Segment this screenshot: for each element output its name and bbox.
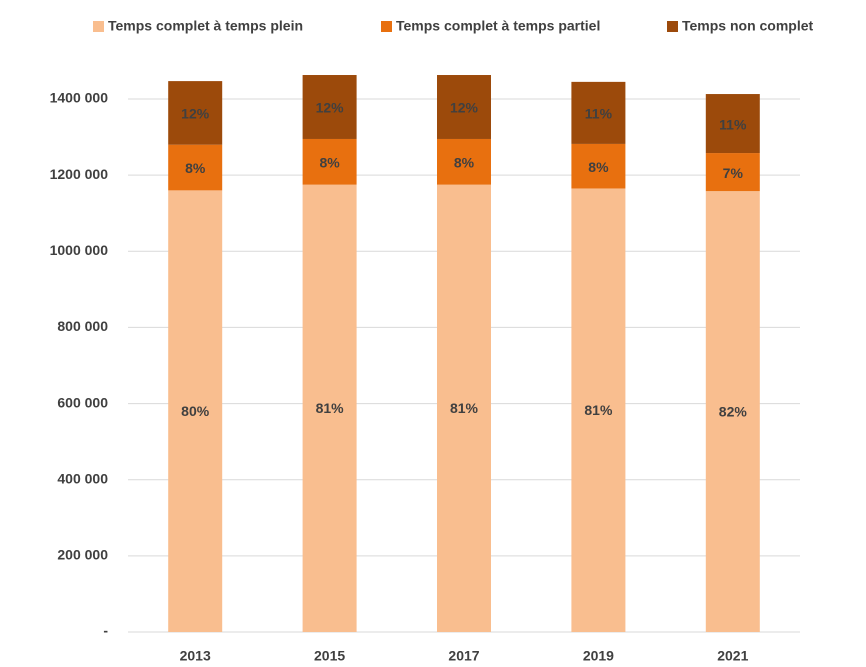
bar-segment	[571, 81, 626, 144]
y-tick-label: 400 000	[57, 470, 108, 486]
y-tick-label: 800 000	[57, 318, 108, 334]
data-label: 80%	[181, 403, 210, 419]
data-label: 81%	[584, 402, 613, 418]
bar-segment	[705, 153, 760, 192]
data-label: 82%	[719, 403, 748, 419]
data-label: 7%	[723, 165, 744, 181]
bar-segment	[705, 191, 760, 632]
data-label: 11%	[585, 106, 613, 122]
x-tick-label: 2017	[448, 648, 479, 664]
x-tick-label: 2021	[717, 648, 748, 664]
data-label: 81%	[450, 400, 479, 416]
data-label: 8%	[588, 159, 609, 175]
y-tick-label: 1000 000	[50, 242, 109, 258]
bar-segment	[571, 188, 626, 633]
data-label: 81%	[316, 400, 345, 416]
bar-segment	[302, 184, 357, 633]
bar-segment	[168, 81, 223, 145]
bar-segment	[571, 143, 626, 189]
legend-label: Temps complet à temps plein	[108, 18, 303, 34]
bar-segment	[302, 75, 357, 139]
bar-segment	[705, 94, 760, 154]
legend-label: Temps complet à temps partiel	[396, 18, 600, 34]
y-tick-label: -	[103, 623, 108, 639]
bar-segment	[168, 190, 223, 632]
data-label: 11%	[719, 116, 747, 132]
y-tick-label: 600 000	[57, 394, 108, 410]
bar-segment	[437, 184, 491, 633]
data-label: 8%	[454, 155, 475, 171]
x-tick-label: 2013	[180, 648, 211, 664]
y-tick-label: 1400 000	[50, 90, 109, 106]
data-label: 8%	[185, 160, 206, 176]
bar-segment	[437, 75, 491, 139]
bar-segment	[437, 138, 491, 185]
x-tick-label: 2019	[583, 648, 614, 664]
data-label: 12%	[316, 100, 345, 116]
legend-swatch	[93, 21, 104, 32]
data-label: 12%	[450, 100, 479, 116]
bar-segment	[168, 144, 223, 191]
x-tick-label: 2015	[314, 648, 345, 664]
legend-label: Temps non complet	[682, 18, 814, 34]
bar-segment	[302, 138, 357, 185]
y-tick-label: 200 000	[57, 547, 108, 563]
y-tick-label: 1200 000	[50, 166, 109, 182]
data-label: 12%	[181, 106, 210, 122]
legend-swatch	[667, 21, 678, 32]
data-label: 8%	[319, 155, 340, 171]
legend-swatch	[381, 21, 392, 32]
